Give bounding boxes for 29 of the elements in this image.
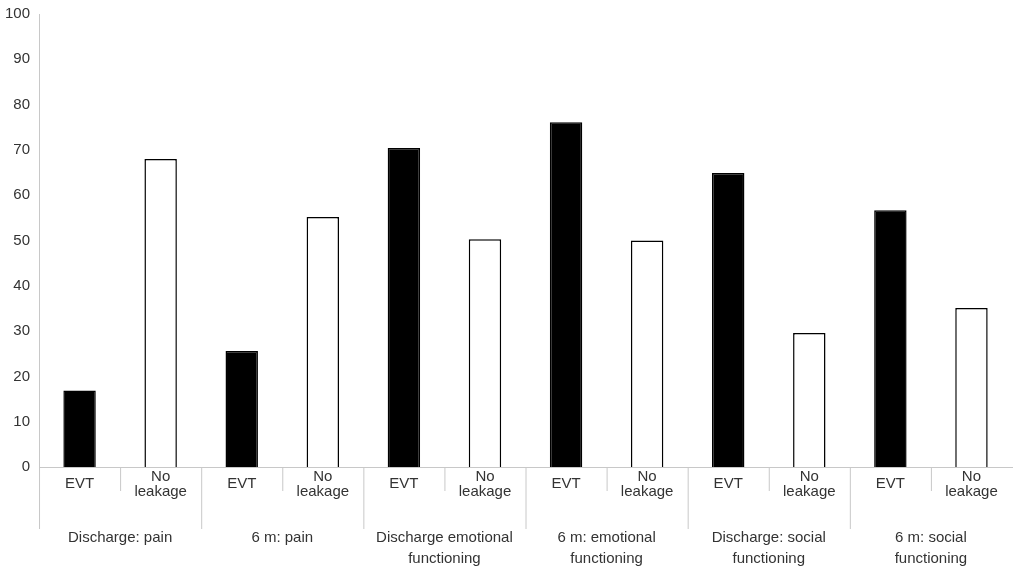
text: No leakage (134, 466, 187, 499)
y-tick-label: 50 (13, 230, 31, 248)
y-tick-label: 100 (5, 4, 31, 22)
x-tick-label: 6 m: social functioning (894, 527, 968, 566)
y-tick-label: 90 (13, 49, 31, 67)
x-tick-label: Discharge: social functioning (711, 527, 826, 566)
series-label: No leakage (296, 466, 350, 499)
text: No leakage (783, 466, 836, 499)
text: EVT (875, 473, 905, 491)
text: No leakage (945, 466, 998, 499)
y-tick-label: 60 (13, 185, 31, 203)
y-tick-label: 70 (13, 140, 31, 158)
y-tick-label: 20 (13, 366, 31, 384)
y-tick-label: 0 (21, 457, 31, 475)
text: EVT (227, 473, 257, 491)
text: EVT (551, 473, 581, 491)
y-tick-label: 10 (13, 411, 31, 429)
x-tick-label: 6 m: pain (251, 527, 314, 545)
text: No leakage (620, 466, 674, 499)
y-tick-label: 30 (13, 321, 31, 339)
text: EVT (389, 473, 419, 491)
y-tick-label: 40 (13, 275, 31, 293)
y-tick-label: 80 (13, 94, 31, 112)
x-tick-label: Discharge: pain (67, 527, 173, 545)
x-tick-label: Discharge emotional functioning (376, 527, 513, 566)
x-tick-label: 6 m: emotional functioning (557, 527, 656, 566)
text: EVT (713, 473, 743, 491)
series-label: EVT (64, 473, 95, 491)
text: No leakage (458, 466, 512, 499)
